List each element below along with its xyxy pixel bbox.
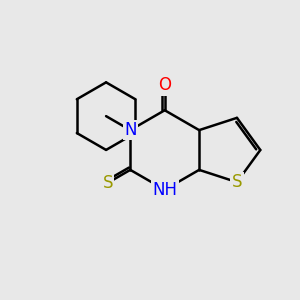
Text: NH: NH [152,181,177,199]
Text: S: S [232,173,242,191]
Text: O: O [158,76,171,94]
Text: N: N [124,121,136,139]
Text: S: S [103,174,113,192]
